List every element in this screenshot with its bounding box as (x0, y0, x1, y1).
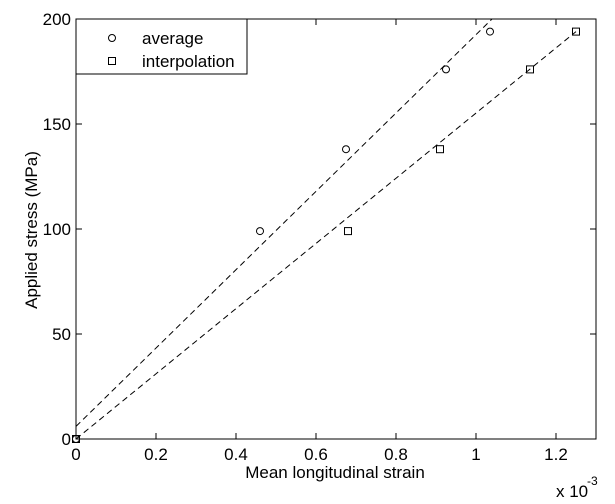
legend-label-interpolation: interpolation (142, 52, 235, 71)
point-interpolation (572, 27, 580, 36)
y-axis-label: Applied stress (MPa) (22, 151, 41, 309)
x-tick-label: 0.8 (384, 445, 408, 464)
x-tick-label: 1 (471, 445, 480, 464)
y-tick-label: 200 (43, 10, 71, 29)
point-interpolation (526, 65, 534, 74)
axis-ticks: 0 0.2 0.4 0.6 0.8 1 1.2 0 50 100 150 200 (43, 10, 596, 464)
y-tick-label: 100 (43, 220, 71, 239)
y-tick-label: 0 (62, 430, 71, 449)
point-average (486, 27, 494, 36)
point-interpolation (344, 227, 352, 236)
point-average (442, 65, 450, 74)
x-tick-label: 0 (71, 445, 80, 464)
x-tick-label: 0.4 (224, 445, 248, 464)
data-markers (72, 27, 580, 443)
x-tick-label: 0.6 (304, 445, 328, 464)
x-tick-label: 0.2 (144, 445, 168, 464)
y-tick-label: 50 (52, 325, 71, 344)
legend-marker-average (108, 34, 116, 42)
legend-box (75, 18, 248, 75)
x-axis-label: Mean longitudinal strain (245, 463, 425, 482)
fit-line-average (75, 18, 493, 427)
x-multiplier-label: x 10 (556, 482, 588, 501)
fit-lines (75, 18, 577, 440)
legend: average interpolation (75, 18, 248, 75)
point-interpolation (436, 145, 444, 154)
x-multiplier-exponent: -3 (587, 474, 598, 488)
point-average (256, 227, 264, 236)
y-tick-label: 150 (43, 115, 71, 134)
legend-label-average: average (142, 29, 203, 48)
x-tick-label: 1.2 (544, 445, 568, 464)
point-average (342, 145, 350, 154)
fit-line-interpolation (75, 31, 577, 440)
legend-marker-interpolation (108, 57, 116, 65)
